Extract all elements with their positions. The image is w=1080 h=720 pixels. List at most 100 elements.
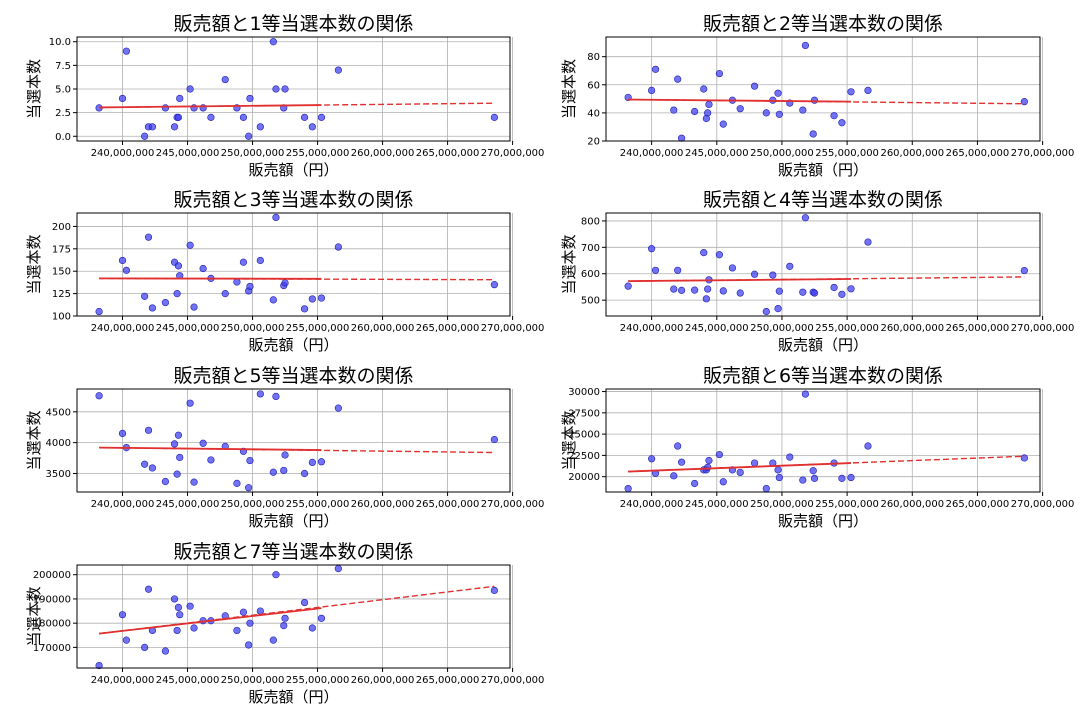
x-tick-label: 260,000,000 [351,675,415,686]
data-point [1020,98,1028,106]
data-point [173,470,181,478]
y-tick-label: 175 [52,244,71,255]
data-point [245,132,253,140]
data-point [334,565,342,573]
data-point [245,641,253,649]
data-point [233,278,241,286]
data-point [148,304,157,312]
plot-frame [76,388,511,493]
x-tick-label: 255,000,000 [286,323,350,334]
y-tick-label: 20000 [568,472,600,483]
data-point [186,602,194,610]
x-tick-label: 245,000,000 [156,675,220,686]
data-point [1020,454,1028,462]
data-point [233,626,241,635]
y-tick-label: 2.5 [55,108,71,119]
y-tick-label: 500 [581,296,600,307]
data-point [272,392,280,401]
trend-line [99,446,322,451]
data-point [269,468,277,476]
data-point [775,287,783,295]
data-point [161,104,170,112]
data-point [838,474,846,482]
data-point [838,119,846,127]
data-point [245,484,253,492]
data-point [317,294,326,302]
y-tick-label: 700 [581,243,600,254]
x-tick-label: 245,000,000 [156,323,220,334]
subplot-6: 240,000,000 245,000,000 250,000,000 255,000… [560,365,1074,530]
y-tick-label: 4500 [46,407,71,418]
data-point [207,113,215,121]
data-point [95,392,103,400]
data-point [762,484,770,493]
x-axis-label: 販売額（円） [248,512,338,530]
x-tick-label: 265,000,000 [946,499,1010,510]
data-point [864,442,872,450]
subplot-4: 240,000,000 245,000,000 250,000,000 255,000… [560,189,1074,354]
data-point [719,287,727,295]
data-point [246,282,254,291]
data-point [118,256,127,265]
data-point [174,603,183,612]
data-point [674,442,682,450]
data-point [719,478,727,486]
data-point [774,89,782,97]
x-tick-label: 255,000,000 [815,148,879,159]
data-point [704,463,712,471]
plot-frame [605,212,1041,317]
data-point [308,295,316,303]
data-point [308,123,316,131]
data-point [704,285,712,293]
data-point [141,460,149,468]
x-tick-label: 245,000,000 [685,148,749,159]
data-point [719,120,727,128]
data-point [674,266,682,274]
x-tick-label: 245,000,000 [685,499,749,510]
data-point [705,456,713,465]
y-axis-label: 当選本数 [25,586,43,646]
x-tick-label: 240,000,000 [620,323,684,334]
trend-line [628,278,852,283]
data-point [705,100,713,109]
data-point [281,85,289,93]
data-point [256,123,264,131]
y-axis-label: 当選本数 [25,59,43,119]
data-point [199,264,207,273]
data-point [300,113,309,121]
x-axis-label: 販売額（円） [248,161,338,179]
x-axis-label: 販売額（円） [778,161,868,179]
x-axis-label: 販売額（円） [248,336,338,354]
data-point [300,598,309,607]
data-point [174,262,183,270]
subplot-7: 240,000,000 245,000,000 250,000,000 255,000… [25,541,544,706]
data-point [801,41,810,50]
data-point [186,241,194,249]
x-tick-label: 270,000,000 [481,499,545,510]
y-tick-label: 27500 [568,408,600,419]
data-point [317,113,326,121]
x-tick-label: 250,000,000 [221,323,285,334]
data-point [334,66,342,74]
data-point [715,450,723,459]
x-tick-label: 270,000,000 [481,323,545,334]
y-tick-label: 0.0 [55,132,71,143]
x-tick-label: 255,000,000 [815,323,879,334]
chart-title: 販売額と1等当選本数の関係 [173,13,413,35]
y-tick-label: 3500 [46,469,71,480]
data-point [334,243,342,251]
x-tick-label: 240,000,000 [620,499,684,510]
data-point [830,112,838,120]
data-point [786,262,794,270]
data-point [774,305,782,313]
data-point [670,472,678,480]
subplot-5: 240,000,000 245,000,000 250,000,000 255,000… [25,365,544,530]
y-tick-label: 30000 [568,387,600,398]
data-point [144,233,153,241]
data-point [272,571,280,579]
y-tick-label: 190000 [33,594,71,605]
data-point [677,134,686,142]
data-point [239,258,248,266]
data-point [161,298,170,307]
data-point [847,285,855,293]
